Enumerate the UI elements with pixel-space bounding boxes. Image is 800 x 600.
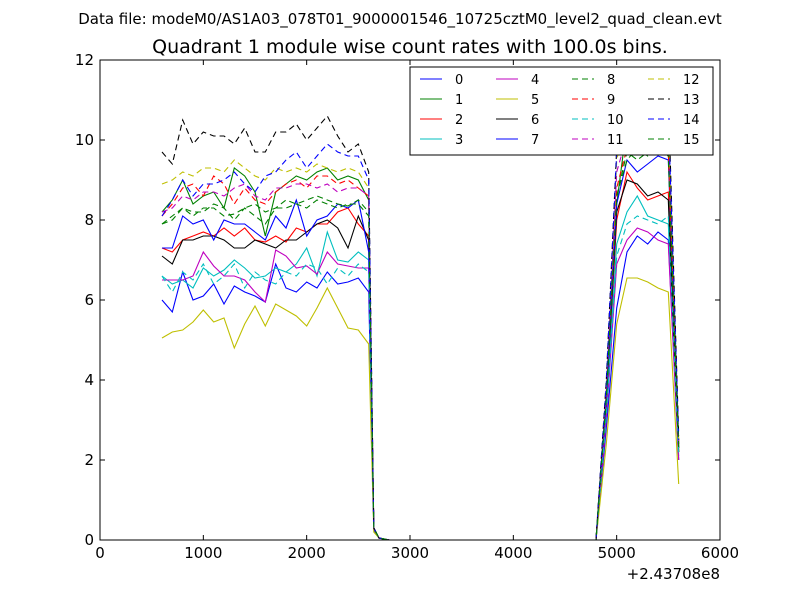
- legend-label-10: 10: [607, 113, 624, 128]
- x-tick-label: 6000: [701, 544, 739, 562]
- series-line-10: [161, 214, 680, 540]
- legend-label-4: 4: [531, 73, 539, 88]
- legend-label-6: 6: [531, 113, 539, 128]
- suptitle: Data file: modeM0/AS1A03_078T01_90000015…: [78, 10, 722, 29]
- legend-label-1: 1: [455, 93, 463, 108]
- series-line-11: [161, 131, 680, 540]
- x-tick-label: 4000: [494, 544, 532, 562]
- x-tick-label: 5000: [598, 544, 636, 562]
- series-line-8: [161, 147, 680, 540]
- y-tick-label: 10: [75, 131, 94, 149]
- legend-box: [409, 66, 714, 156]
- x-tick-label: 0: [95, 544, 105, 562]
- y-tick-label: 12: [75, 51, 94, 69]
- legend-label-8: 8: [607, 73, 615, 88]
- series-line-5: [161, 277, 680, 540]
- legend-label-13: 13: [683, 93, 700, 108]
- plot-series: [161, 87, 680, 540]
- legend-label-14: 14: [683, 113, 700, 128]
- series-line-0: [161, 231, 680, 540]
- legend-label-15: 15: [683, 133, 700, 148]
- chart-title: Quadrant 1 module wise count rates with …: [152, 36, 668, 58]
- series-line-3: [161, 194, 680, 540]
- legend-label-5: 5: [531, 93, 539, 108]
- legend-label-12: 12: [683, 73, 700, 88]
- series-line-12: [161, 115, 680, 540]
- y-tick-label: 4: [84, 371, 94, 389]
- legend-label-3: 3: [455, 133, 463, 148]
- x-tick-label: 1000: [184, 544, 222, 562]
- x-tick-label: 3000: [391, 544, 429, 562]
- series-line-14: [161, 99, 680, 540]
- y-tick-label: 8: [84, 211, 94, 229]
- series-line-15: [161, 147, 680, 540]
- legend-label-9: 9: [607, 93, 615, 108]
- y-tick-label: 0: [84, 531, 94, 549]
- legend-label-0: 0: [455, 73, 463, 88]
- x-offset-label: +2.43708e8: [627, 565, 720, 583]
- legend-label-2: 2: [455, 113, 463, 128]
- legend-label-11: 11: [607, 133, 624, 148]
- x-tick-label: 2000: [288, 544, 326, 562]
- y-tick-label: 2: [84, 451, 94, 469]
- legend-label-7: 7: [531, 133, 539, 148]
- y-tick-label: 6: [84, 291, 94, 309]
